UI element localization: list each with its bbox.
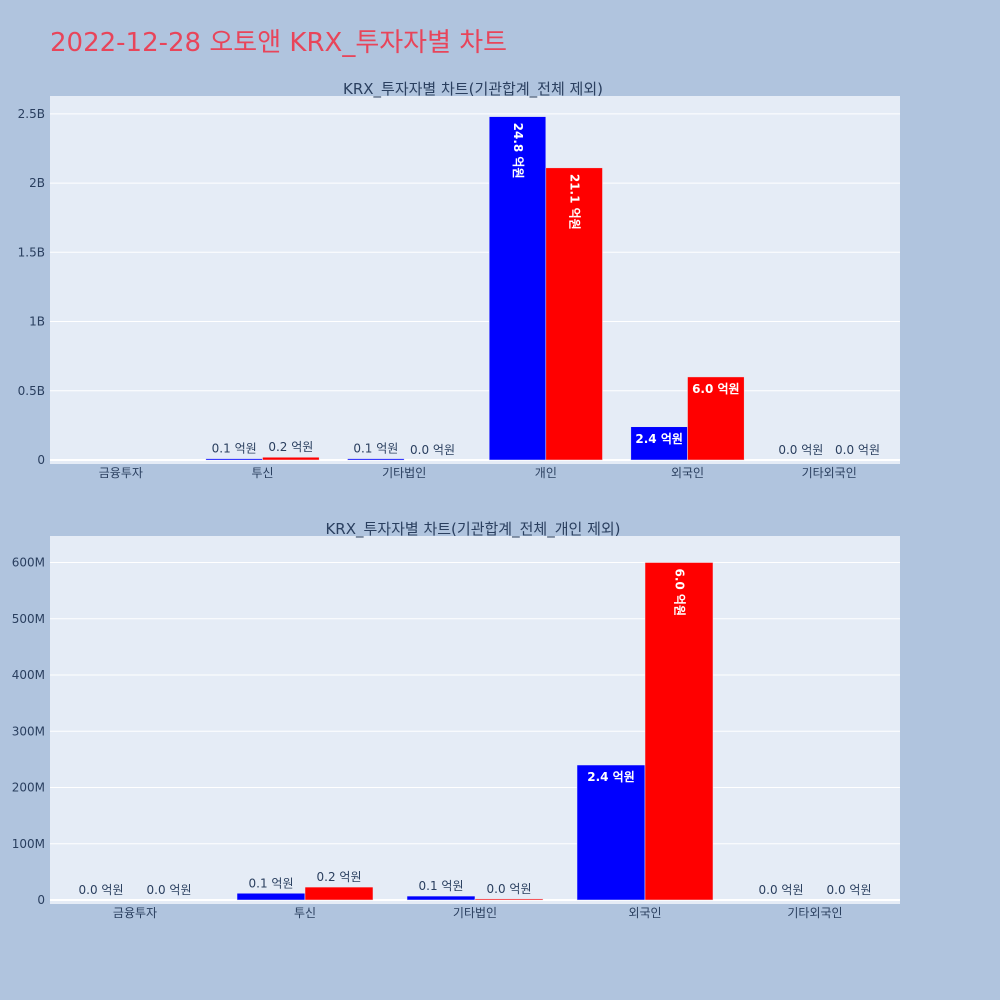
x-tick-label: 외국인 <box>671 466 704 480</box>
y-tick-label: 300M <box>12 724 45 738</box>
data-label: 0.0 억원 <box>79 883 124 897</box>
bar <box>347 458 405 461</box>
data-label: 0.0 억원 <box>147 883 192 897</box>
data-label: 6.0 억원 <box>673 569 687 617</box>
data-label: 0.0 억원 <box>778 443 823 457</box>
bar <box>644 562 714 901</box>
y-tick-label: 0.5B <box>18 384 45 398</box>
x-tick-label: 개인 <box>535 466 557 480</box>
data-label: 21.1 억원 <box>568 174 582 230</box>
y-tick-label: 200M <box>12 781 45 795</box>
data-label: 2.4 억원 <box>635 432 683 446</box>
data-label: 24.8 억원 <box>511 123 525 179</box>
x-tick-label: 기타외국인 <box>787 906 842 920</box>
data-label: 0.0 억원 <box>835 443 880 457</box>
y-tick-label: 2.5B <box>18 107 45 121</box>
data-label: 0.2 억원 <box>268 440 313 454</box>
y-tick-label: 1.5B <box>18 245 45 259</box>
bar <box>236 893 306 901</box>
x-tick-label: 투신 <box>251 466 273 480</box>
chart-title: KRX_투자자별 차트(기관합계_전체_개인 제외) <box>325 520 620 539</box>
data-label: 0.1 억원 <box>419 879 464 893</box>
y-tick-label: 2B <box>29 176 45 190</box>
data-label: 0.1 억원 <box>212 442 257 456</box>
data-label: 0.0 억원 <box>827 883 872 897</box>
data-label: 0.1 억원 <box>249 876 294 890</box>
x-tick-label: 투신 <box>294 906 316 920</box>
x-tick-label: 외국인 <box>628 906 661 920</box>
x-tick-label: 기타법인 <box>453 906 497 920</box>
y-tick-label: 0 <box>37 453 45 467</box>
data-label: 0.1 억원 <box>353 442 398 456</box>
x-tick-label: 금융투자 <box>99 466 143 480</box>
plot-area <box>50 96 900 464</box>
data-label: 2.4 억원 <box>587 770 635 784</box>
bar <box>687 376 745 461</box>
bar <box>630 426 688 461</box>
chart-title: KRX_투자자별 차트(기관합계_전체 제외) <box>343 80 603 99</box>
bar <box>406 895 476 901</box>
data-label: 0.0 억원 <box>759 883 804 897</box>
data-label: 0.2 억원 <box>317 870 362 884</box>
bar <box>576 764 646 901</box>
bar <box>262 456 320 461</box>
bar <box>545 167 603 461</box>
x-tick-label: 금융투자 <box>113 906 157 920</box>
y-tick-label: 500M <box>12 612 45 626</box>
y-tick-label: 1B <box>29 315 45 329</box>
y-tick-label: 600M <box>12 556 45 570</box>
data-label: 0.0 억원 <box>410 443 455 457</box>
plot-area <box>50 536 900 904</box>
data-label: 6.0 억원 <box>692 382 740 396</box>
y-tick-label: 400M <box>12 668 45 682</box>
data-label: 0.0 억원 <box>487 882 532 896</box>
chart-2: 0 100M 200M 300M 400M 500M 600M KRX_투자자별 차트(기관합… <box>12 520 900 920</box>
x-tick-label: 기타외국인 <box>802 466 857 480</box>
x-tick-label: 기타법인 <box>382 466 426 480</box>
chart-1: 0 0.5B 1B 1.5B 2B 2.5B KRX_투자자별 차트(기관합계_전체 제외)… <box>18 80 900 480</box>
bar <box>205 458 263 461</box>
bar <box>304 886 374 901</box>
bar <box>474 898 544 901</box>
page-title: 2022-12-28 오토앤 KRX_투자자별 차트 <box>50 28 508 58</box>
y-tick-label: 100M <box>12 837 45 851</box>
y-tick-label: 0 <box>37 893 45 907</box>
